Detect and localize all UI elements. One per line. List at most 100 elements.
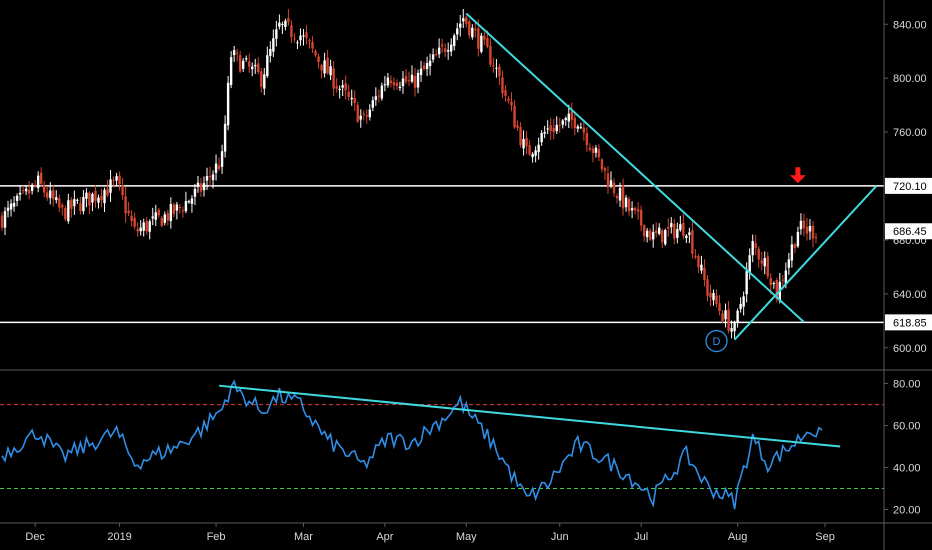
candle[interactable] — [154, 204, 157, 226]
candle[interactable] — [588, 143, 592, 152]
candle[interactable] — [416, 69, 420, 94]
candle[interactable] — [561, 118, 564, 129]
candle[interactable] — [513, 100, 516, 129]
candle[interactable] — [133, 212, 136, 230]
candle[interactable] — [456, 23, 459, 41]
candle[interactable] — [519, 122, 522, 148]
candle[interactable] — [139, 220, 142, 236]
candle[interactable] — [160, 215, 163, 228]
candle[interactable] — [338, 85, 341, 99]
candle[interactable] — [109, 170, 112, 202]
candle[interactable] — [534, 146, 537, 163]
candle[interactable] — [260, 68, 263, 93]
candle[interactable] — [100, 188, 103, 208]
candle[interactable] — [392, 77, 396, 91]
candle[interactable] — [428, 53, 432, 76]
candle[interactable] — [673, 218, 676, 245]
candle[interactable] — [76, 198, 79, 205]
candle[interactable] — [317, 53, 320, 69]
candle[interactable] — [341, 79, 344, 96]
candle[interactable] — [308, 38, 311, 49]
candle[interactable] — [121, 178, 124, 200]
candle[interactable] — [356, 101, 359, 124]
candle[interactable] — [495, 58, 498, 78]
candle[interactable] — [347, 84, 350, 101]
candle[interactable] — [612, 178, 616, 197]
candle[interactable] — [251, 62, 254, 77]
candle[interactable] — [281, 21, 284, 35]
candle[interactable] — [103, 187, 106, 212]
candle[interactable] — [368, 104, 372, 121]
candle[interactable] — [766, 251, 769, 280]
candle[interactable] — [199, 177, 203, 197]
candle[interactable] — [371, 96, 375, 112]
candle[interactable] — [585, 127, 589, 152]
candle[interactable] — [272, 29, 275, 58]
candle[interactable] — [507, 95, 510, 104]
candle[interactable] — [462, 8, 465, 28]
candle[interactable] — [58, 194, 61, 213]
candle[interactable] — [175, 201, 179, 220]
candle[interactable] — [241, 58, 245, 72]
candle[interactable] — [808, 218, 812, 240]
candle[interactable] — [269, 41, 272, 63]
candle[interactable] — [537, 137, 540, 160]
candle[interactable] — [407, 71, 411, 87]
candle[interactable] — [377, 89, 381, 103]
candle[interactable] — [618, 182, 622, 207]
candle[interactable] — [754, 234, 757, 256]
candle[interactable] — [326, 49, 329, 75]
candle[interactable] — [374, 87, 378, 106]
candle[interactable] — [694, 249, 697, 260]
candle[interactable] — [419, 60, 423, 82]
candle[interactable] — [579, 122, 583, 130]
candle[interactable] — [88, 191, 91, 215]
candle[interactable] — [193, 183, 197, 205]
pattern-label-d[interactable]: D — [705, 329, 728, 353]
candle[interactable] — [790, 235, 794, 268]
candle[interactable] — [504, 85, 507, 102]
candle[interactable] — [733, 320, 736, 340]
candle[interactable] — [39, 167, 43, 187]
candle[interactable] — [679, 215, 682, 232]
candle[interactable] — [15, 193, 19, 207]
candle[interactable] — [709, 284, 712, 307]
candle[interactable] — [410, 65, 414, 84]
candle[interactable] — [718, 295, 721, 316]
candle[interactable] — [157, 208, 160, 218]
candle[interactable] — [492, 57, 495, 73]
candle[interactable] — [257, 57, 260, 75]
candle[interactable] — [670, 217, 673, 234]
candle[interactable] — [43, 181, 46, 198]
candle[interactable] — [627, 196, 631, 216]
candle[interactable] — [386, 73, 390, 88]
candle[interactable] — [688, 227, 691, 244]
candle[interactable] — [202, 176, 206, 197]
candle[interactable] — [582, 119, 586, 141]
candle[interactable] — [715, 289, 718, 308]
candle[interactable] — [760, 252, 763, 271]
candle[interactable] — [706, 275, 709, 302]
candle[interactable] — [630, 201, 634, 219]
candle[interactable] — [208, 166, 212, 187]
candle[interactable] — [365, 109, 368, 124]
candle[interactable] — [380, 82, 384, 101]
candle[interactable] — [229, 51, 233, 89]
candle[interactable] — [30, 183, 34, 195]
candle[interactable] — [739, 297, 742, 313]
candle[interactable] — [124, 187, 127, 223]
candle[interactable] — [163, 211, 166, 226]
candle[interactable] — [0, 211, 4, 231]
candle[interactable] — [727, 301, 730, 334]
candle[interactable] — [724, 303, 727, 328]
candle[interactable] — [528, 140, 531, 156]
candle[interactable] — [344, 75, 347, 100]
candle[interactable] — [501, 70, 504, 99]
candle[interactable] — [217, 157, 221, 172]
candle[interactable] — [94, 184, 97, 208]
candle[interactable] — [446, 42, 450, 60]
candle[interactable] — [489, 38, 492, 67]
candle[interactable] — [21, 185, 25, 195]
candle[interactable] — [73, 190, 76, 215]
candle[interactable] — [136, 222, 139, 237]
